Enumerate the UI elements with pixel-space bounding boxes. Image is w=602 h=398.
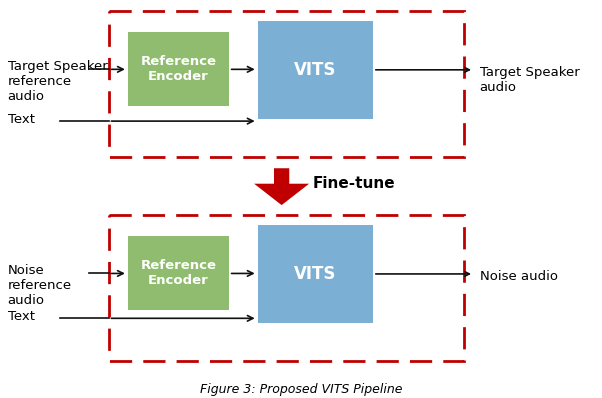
Text: Fine-tune: Fine-tune xyxy=(312,176,395,191)
Text: Reference
Encoder: Reference Encoder xyxy=(140,55,216,83)
Text: Noise audio: Noise audio xyxy=(480,270,557,283)
Bar xyxy=(128,236,229,310)
Text: Figure 3: Proposed VITS Pipeline: Figure 3: Proposed VITS Pipeline xyxy=(200,383,402,396)
Text: Target Speaker
reference
audio: Target Speaker reference audio xyxy=(8,60,107,103)
Bar xyxy=(108,11,464,156)
Text: Reference
Encoder: Reference Encoder xyxy=(140,259,216,287)
Bar xyxy=(258,21,373,119)
Text: Noise
reference
audio: Noise reference audio xyxy=(8,264,72,307)
Bar xyxy=(258,224,373,323)
Text: VITS: VITS xyxy=(294,265,337,283)
Bar xyxy=(108,215,464,361)
Text: Target Speaker
audio: Target Speaker audio xyxy=(480,66,580,94)
Text: Text: Text xyxy=(8,310,34,323)
Text: VITS: VITS xyxy=(294,61,337,79)
Bar xyxy=(128,32,229,106)
Text: Text: Text xyxy=(8,113,34,126)
